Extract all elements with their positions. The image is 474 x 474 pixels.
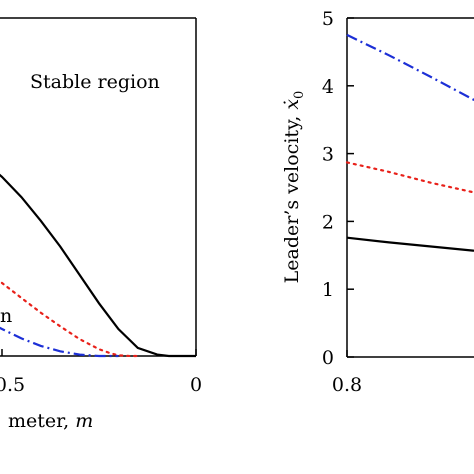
stable-region-label: Stable region	[30, 71, 160, 93]
right-y-axis-title-text: Leader’s velocity,	[281, 110, 303, 284]
left-x-axis-title: meter, m	[8, 410, 93, 432]
right-series-line-dashdot	[346, 33, 474, 102]
left-x-axis-title-text: meter,	[8, 410, 75, 432]
right-series-line-dotted	[345, 161, 474, 194]
right-y-tick-label: 0	[322, 347, 334, 369]
right-y-tick-label: 2	[322, 211, 334, 233]
right-y-axis-title-subscript: 0	[292, 91, 307, 99]
right-x-ticks: 0.8	[332, 350, 362, 396]
right-series-group	[345, 33, 474, 252]
right-x-tick-label: 0.8	[332, 374, 362, 396]
left-series-line-dashdot	[0, 326, 119, 358]
left-chart-panel: −0.5 0 Stable region n meter, m	[0, 17, 202, 432]
left-x-tick-label: 0	[190, 374, 202, 396]
left-series-line-dotted	[0, 280, 139, 358]
right-y-tick-label: 1	[322, 279, 334, 301]
left-x-axis-title-variable: m	[75, 410, 93, 432]
right-y-ticks: 0 1 2 3 4 5	[322, 8, 354, 369]
left-x-tick-label: −0.5	[0, 374, 25, 396]
region-label-fragment: n	[0, 305, 12, 327]
right-y-tick-label: 4	[322, 76, 334, 98]
left-x-ticks: −0.5 0	[0, 349, 202, 396]
right-y-tick-label: 3	[322, 144, 334, 166]
right-y-axis-title: Leader’s velocity, ẋ0	[281, 91, 307, 284]
left-series-group	[0, 173, 196, 358]
left-series-line-solid	[0, 173, 196, 358]
right-y-axis-title-variable: ẋ	[281, 99, 303, 110]
right-y-tick-label: 5	[322, 8, 334, 30]
right-series-line-solid	[346, 236, 474, 252]
